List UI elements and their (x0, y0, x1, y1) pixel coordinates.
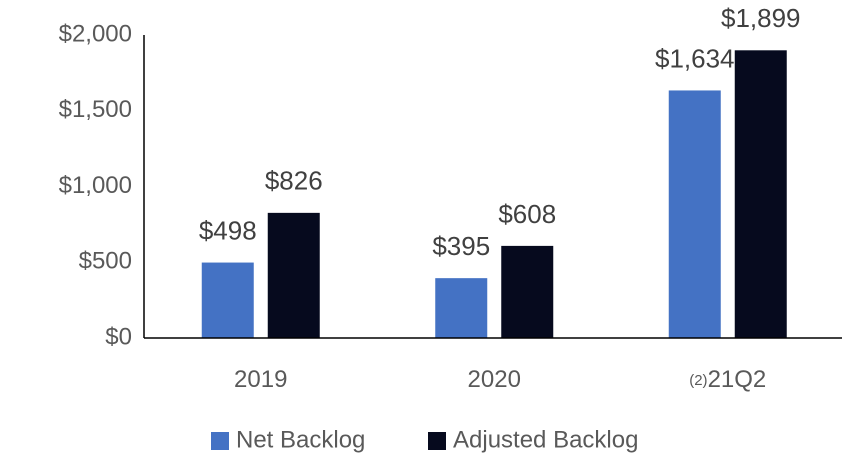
category: 2019 (234, 366, 287, 393)
legend-label: Adjusted Backlog (453, 426, 638, 453)
category: 21Q2 (708, 366, 767, 393)
footnote-marker: (2) (689, 372, 707, 389)
x-tick-label: 2020 (468, 366, 521, 393)
bar (201, 262, 254, 338)
y-tick-label: $2,000 (59, 20, 132, 47)
value-label: $395 (432, 231, 490, 261)
bar (267, 212, 320, 338)
y-tick-label: $0 (105, 323, 132, 350)
bar (668, 90, 721, 338)
value-label: $826 (265, 166, 323, 196)
x-tick-label: (2)21Q2 (689, 366, 766, 393)
value-label: $498 (199, 215, 257, 245)
y-tick-label: $1,500 (59, 96, 132, 123)
y-tick-label: $500 (79, 248, 132, 275)
value-label: $1,634 (655, 43, 735, 73)
value-label: $608 (498, 199, 556, 229)
category: 2020 (468, 366, 521, 393)
bar (435, 278, 488, 338)
x-tick-label: 2019 (234, 366, 287, 393)
bar (501, 245, 554, 338)
value-label: $1,899 (721, 3, 801, 33)
y-tick-label: $1,000 (59, 172, 132, 199)
legend-swatch (428, 432, 446, 450)
bar (734, 50, 787, 338)
legend-label: Net Backlog (236, 426, 365, 453)
legend-swatch (211, 432, 229, 450)
